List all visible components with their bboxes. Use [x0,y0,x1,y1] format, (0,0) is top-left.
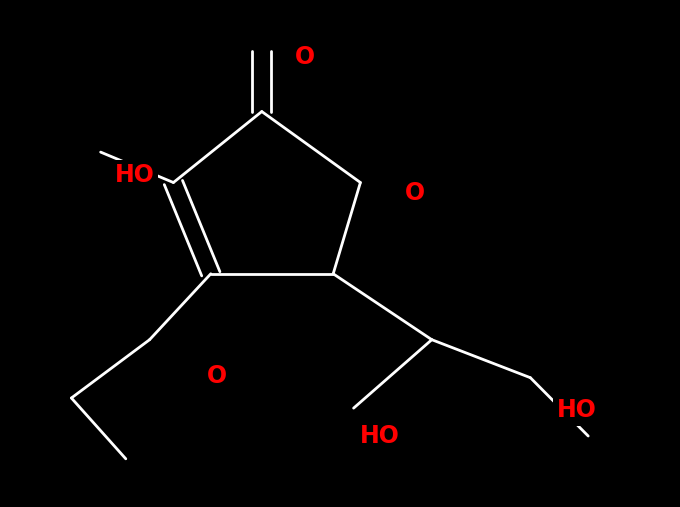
Text: O: O [295,45,316,69]
Text: O: O [207,364,227,388]
Text: HO: HO [115,163,154,188]
Text: HO: HO [557,398,596,422]
Text: O: O [405,181,425,205]
Text: HO: HO [360,423,400,448]
